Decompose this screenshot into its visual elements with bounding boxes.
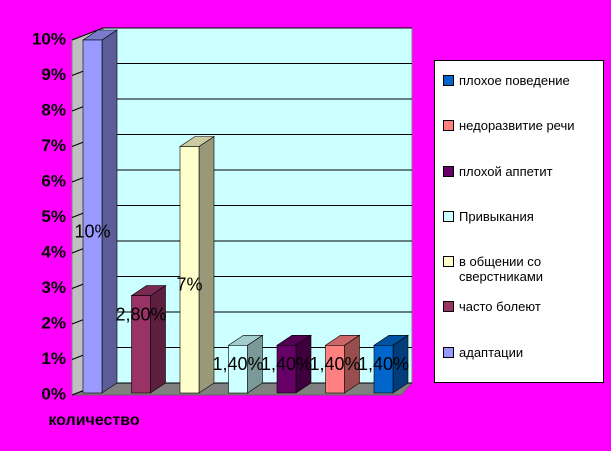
y-tick-label: 8% [41,100,66,119]
bar-front [228,344,248,394]
value-label: 2,80% [115,304,166,324]
value-label: 1,40% [261,354,312,374]
legend-label: Привыкания [459,209,534,224]
legend-swatch [443,166,454,177]
legend-item: недоразвитие речи [443,118,603,133]
bar-front [373,344,394,394]
legend-swatch [443,256,454,267]
bar [276,334,312,394]
bar [373,334,409,394]
bar [179,135,215,394]
legend-swatch [443,75,454,86]
legend-item: плохой аппетит [443,164,603,179]
legend-swatch [443,347,454,358]
value-label: 10% [74,221,110,241]
legend-swatch [443,301,454,312]
legend-label: плохой аппетит [459,164,553,179]
legend: плохое поведение недоразвитие речи плохой … [434,60,604,383]
y-tick-label: 7% [41,136,66,155]
bar-front [131,295,151,394]
bar-front [325,344,345,394]
y-tick-label: 5% [41,207,66,226]
legend-item: в общении со сверстниками [443,254,603,284]
legend-item: Привыкания [443,209,603,224]
y-tick-label: 4% [41,242,66,261]
bar [227,334,264,394]
value-label: 1,40% [309,354,360,374]
legend-label: в общении со сверстниками [459,254,544,284]
legend-label: адаптации [459,345,524,360]
bar [130,285,167,394]
legend-label: недоразвитие речи [459,118,575,133]
grid-line [71,27,412,41]
legend-label: часто болеют [459,299,541,314]
bar [82,29,118,394]
legend-item: часто болеют [443,299,603,314]
y-tick-label: 10% [32,29,66,48]
bar-front [179,146,200,394]
y-tick-label: 2% [41,313,66,332]
legend-label: плохое поведение [459,73,570,88]
y-tick-label: 6% [41,171,66,190]
x-tick-label: количество [48,412,140,429]
legend-swatch [443,120,454,131]
y-tick-label: 1% [41,349,66,368]
value-label: 1,40% [358,354,409,374]
legend-swatch [443,211,454,222]
value-label: 7% [176,275,202,295]
bar-side [150,285,166,394]
y-tick-label: 3% [41,278,66,297]
bar-side [101,29,118,394]
y-tick-label: 9% [41,65,66,84]
bar-front [82,39,103,394]
legend-item: адаптации [443,345,603,360]
value-label: 1,40% [212,354,263,374]
legend-item: плохое поведение [443,73,603,88]
y-tick-label: 0% [41,384,66,403]
bar [324,334,361,394]
bar-front [276,344,297,394]
